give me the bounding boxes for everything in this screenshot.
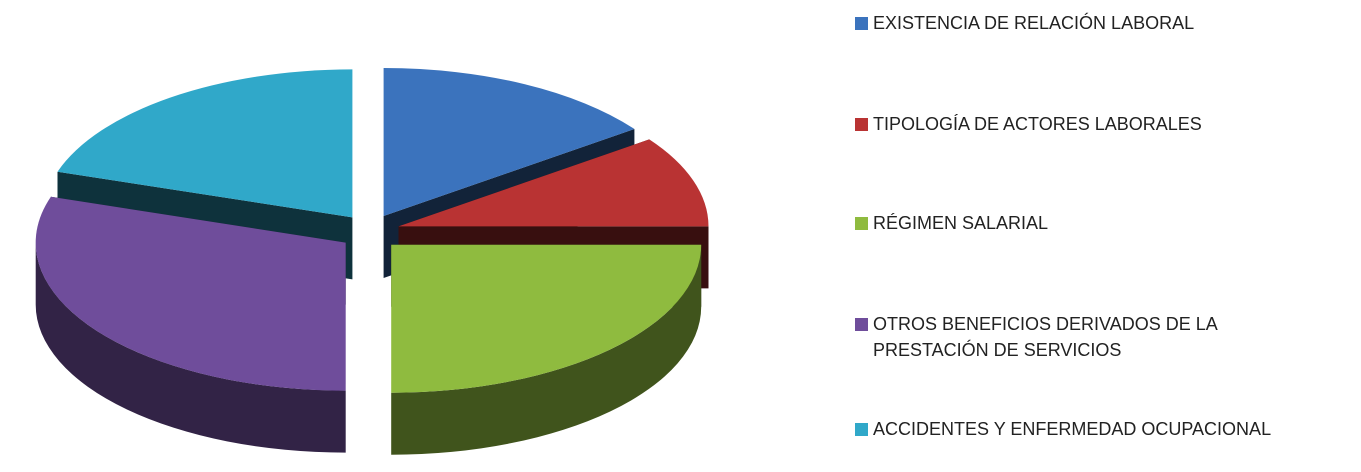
legend-swatch <box>855 423 868 436</box>
slice <box>398 139 709 227</box>
slice <box>391 244 702 393</box>
legend-item: RÉGIMEN SALARIAL <box>855 210 1305 236</box>
slice-wall <box>35 242 346 453</box>
legend-label: ACCIDENTES Y ENFERMEDAD OCUPACIONAL <box>873 419 1272 439</box>
legend-label: RÉGIMEN SALARIAL <box>873 213 1049 233</box>
legend-item: ACCIDENTES Y ENFERMEDAD OCUPACIONAL <box>855 416 1305 442</box>
legend-label: OTROS BENEFICIOS DERIVADOS DE LA PRESTAC… <box>873 314 1217 360</box>
slice <box>57 69 353 218</box>
slice-wall <box>391 244 702 455</box>
legend-item: TIPOLOGÍA DE ACTORES LABORALES <box>855 111 1305 137</box>
legend-swatch <box>855 17 868 30</box>
legend-swatch <box>855 118 868 131</box>
legend-label: EXISTENCIA DE RELACIÓN LABORAL <box>873 13 1195 33</box>
legend-item: OTROS BENEFICIOS DERIVADOS DE LA PRESTAC… <box>855 311 1305 363</box>
slice <box>383 68 635 216</box>
legend-swatch <box>855 318 868 331</box>
chart <box>35 68 709 455</box>
legend-swatch <box>855 217 868 230</box>
slice <box>35 196 346 391</box>
legend-item: EXISTENCIA DE RELACIÓN LABORAL <box>855 10 1305 36</box>
legend-label: TIPOLOGÍA DE ACTORES LABORALES <box>873 114 1202 134</box>
